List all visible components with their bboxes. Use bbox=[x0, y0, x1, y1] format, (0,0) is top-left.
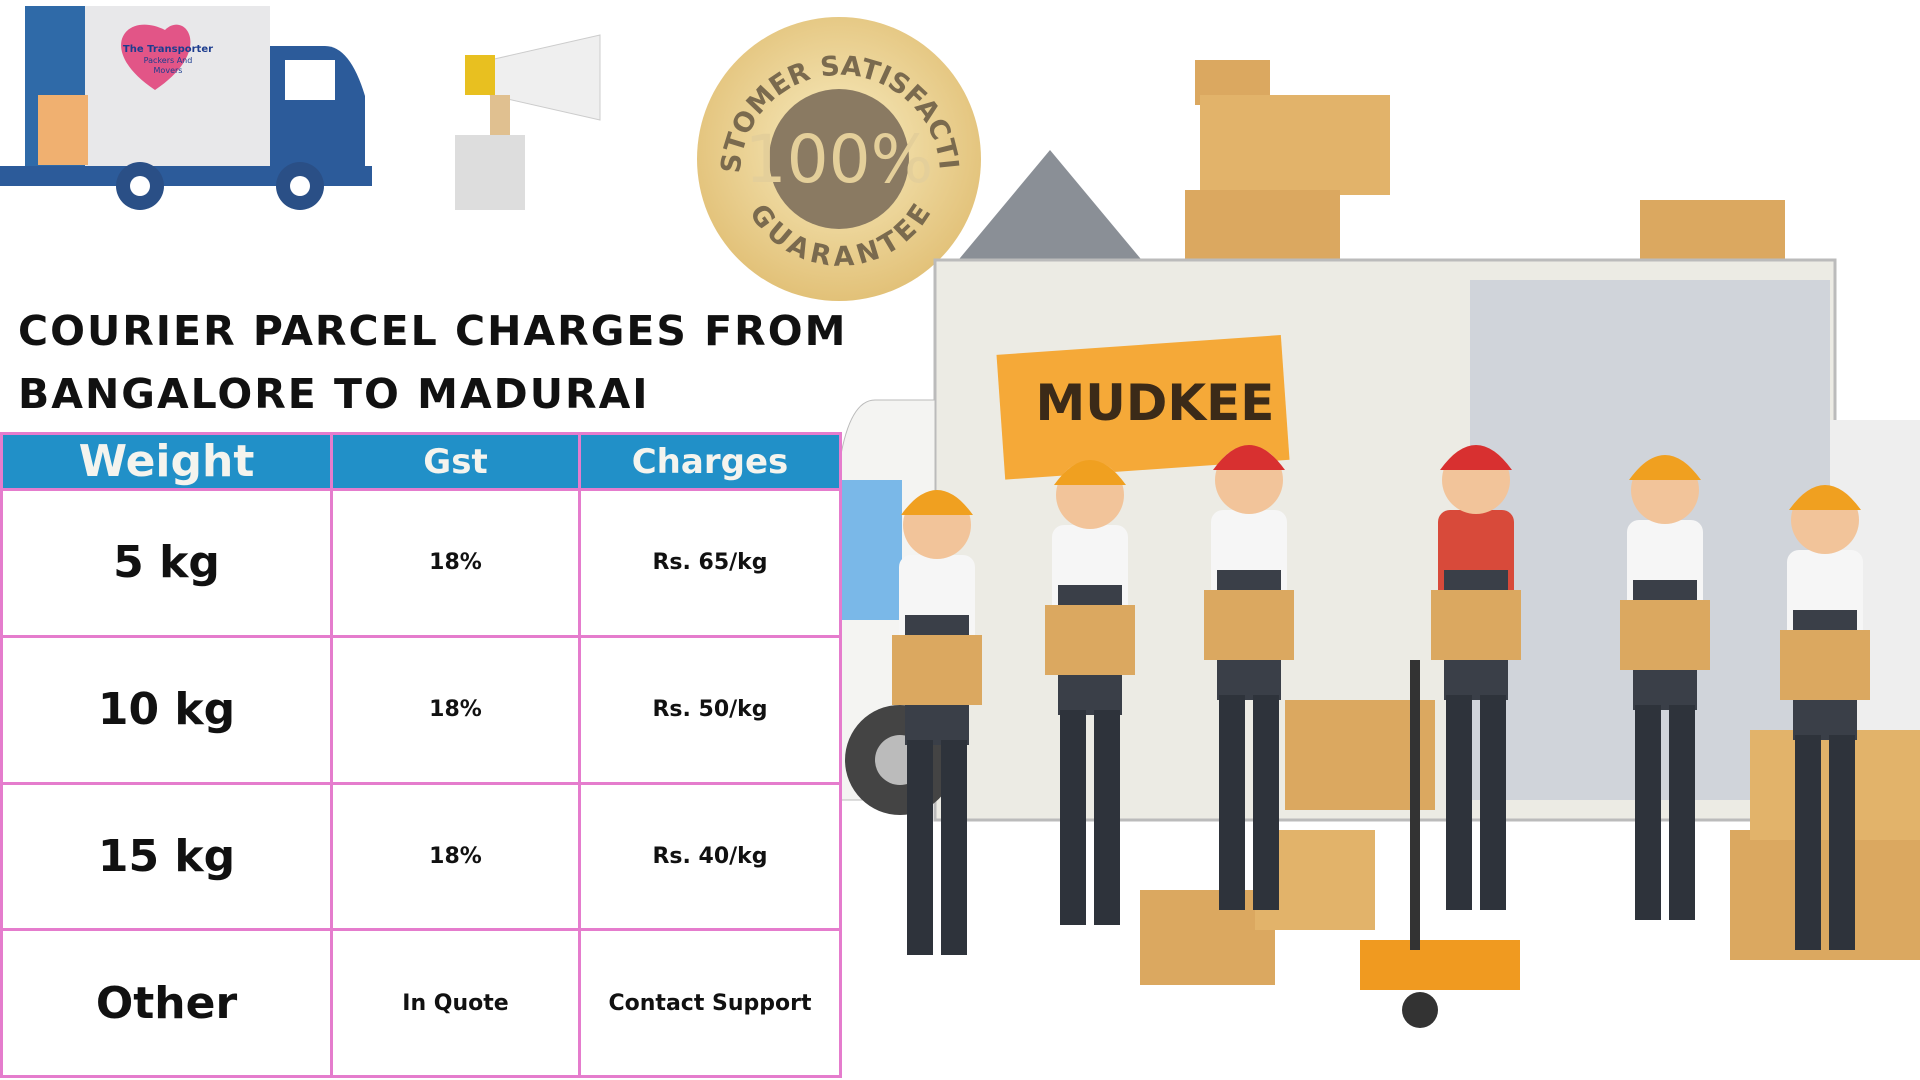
worker-part bbox=[941, 740, 967, 955]
worker-part bbox=[1629, 455, 1701, 480]
worker-part bbox=[907, 740, 933, 955]
table-cell: Rs. 40/kg bbox=[578, 781, 842, 932]
worker-part bbox=[1440, 445, 1512, 470]
badge-center: 100% bbox=[745, 121, 934, 198]
table-row: Other In Quote Contact Support bbox=[0, 928, 842, 1078]
worker-part bbox=[1669, 705, 1695, 920]
table-cell: 18% bbox=[330, 488, 581, 638]
worker-part bbox=[892, 635, 982, 705]
table-cell: Rs. 50/kg bbox=[578, 634, 842, 785]
table-cell: Rs. 65/kg bbox=[578, 488, 842, 638]
worker-part bbox=[1480, 695, 1506, 910]
table-cell: 18% bbox=[330, 781, 581, 932]
header-cell: Weight bbox=[0, 432, 333, 491]
worker-part bbox=[1054, 460, 1126, 485]
worker-part bbox=[1045, 605, 1135, 675]
worker-part bbox=[1094, 710, 1120, 925]
van-logo: The Transporter Packers And Movers bbox=[0, 6, 372, 210]
workers bbox=[892, 445, 1870, 955]
worker-part bbox=[1431, 590, 1521, 660]
worker-part bbox=[1446, 695, 1472, 910]
logo-text: Packers And bbox=[144, 56, 193, 65]
worker-part bbox=[1253, 695, 1279, 910]
header-row: Weight Gst Charges bbox=[0, 432, 842, 491]
table-cell: 5 kg bbox=[0, 488, 333, 638]
header-cell: Charges bbox=[578, 432, 842, 491]
worker-part bbox=[1829, 735, 1855, 950]
truck-sign: MUDKEE bbox=[1036, 374, 1275, 432]
moving-scene: MUDKEE bbox=[839, 60, 1920, 1028]
title-line: COURIER PARCEL CHARGES FROM bbox=[18, 307, 848, 355]
worker-part bbox=[1219, 695, 1245, 910]
table-cell: 15 kg bbox=[0, 781, 333, 932]
worker-part bbox=[1204, 590, 1294, 660]
worker-part bbox=[1635, 705, 1661, 920]
worker-part bbox=[901, 490, 973, 515]
logo-text: The Transporter bbox=[123, 44, 213, 55]
title: COURIER PARCEL CHARGES FROM BANGALORE TO… bbox=[18, 300, 847, 426]
table-cell: In Quote bbox=[330, 928, 581, 1078]
logo-text: Movers bbox=[154, 66, 183, 75]
title-line: BANGALORE TO MADURAI bbox=[18, 370, 650, 418]
table-row: 10 kg 18% Rs. 50/kg bbox=[0, 634, 842, 785]
worker-part bbox=[1780, 630, 1870, 700]
worker-part bbox=[1213, 445, 1285, 470]
table-cell: Contact Support bbox=[578, 928, 842, 1078]
worker-part bbox=[1060, 710, 1086, 925]
worker-part bbox=[1620, 600, 1710, 670]
megaphone bbox=[455, 34, 601, 210]
worker-part bbox=[1789, 485, 1861, 510]
table-row: 15 kg 18% Rs. 40/kg bbox=[0, 781, 842, 932]
price-table: Weight Gst Charges 5 kg 18% Rs. 65/kg 10 kg 18… bbox=[0, 432, 842, 1078]
table-cell: 10 kg bbox=[0, 634, 333, 785]
table-cell: 18% bbox=[330, 634, 581, 785]
table-cell: Other bbox=[0, 928, 333, 1078]
header-cell: Gst bbox=[330, 432, 581, 491]
table-row: 5 kg 18% Rs. 65/kg bbox=[0, 488, 842, 638]
worker-part bbox=[1795, 735, 1821, 950]
